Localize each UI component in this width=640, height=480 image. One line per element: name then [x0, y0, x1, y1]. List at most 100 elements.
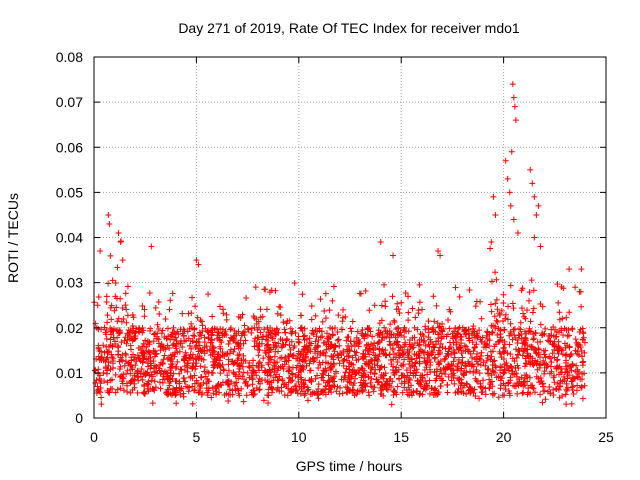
data-point [537, 321, 544, 328]
data-point [526, 353, 533, 360]
data-point [506, 392, 513, 399]
data-point [306, 367, 313, 374]
data-point [209, 384, 216, 391]
data-point [463, 380, 470, 387]
data-point [280, 341, 287, 348]
data-point [492, 362, 499, 369]
data-point [390, 356, 397, 363]
data-point [142, 337, 149, 344]
data-point [562, 359, 569, 366]
data-point [381, 324, 388, 331]
data-point [414, 377, 421, 384]
data-point [154, 321, 161, 328]
data-point [533, 211, 540, 218]
data-point [339, 390, 346, 397]
data-point [403, 367, 410, 374]
data-point [124, 367, 131, 374]
data-point [146, 349, 153, 356]
data-point [267, 369, 274, 376]
data-point [386, 376, 393, 383]
data-point [461, 372, 468, 379]
data-point [280, 319, 287, 326]
data-point [155, 336, 162, 343]
y-tick-label: 0.02 [56, 320, 83, 336]
data-point [283, 383, 290, 390]
data-point [502, 311, 509, 318]
data-point [541, 351, 548, 358]
data-point [103, 293, 110, 300]
data-point [492, 269, 499, 276]
data-point [359, 381, 366, 388]
data-point [550, 386, 557, 393]
data-point [466, 368, 473, 375]
data-point [347, 325, 354, 332]
data-point [371, 302, 378, 309]
data-point [398, 362, 405, 369]
data-point [144, 340, 151, 347]
data-point [349, 371, 356, 378]
data-point [426, 377, 433, 384]
data-point [347, 387, 354, 394]
data-point [527, 166, 534, 173]
data-point [504, 175, 511, 182]
data-point [364, 332, 371, 339]
data-point [479, 334, 486, 341]
data-point [508, 363, 515, 370]
data-point [463, 390, 470, 397]
data-point [405, 293, 412, 300]
data-point [391, 319, 398, 326]
data-point [511, 383, 518, 390]
data-point [193, 342, 200, 349]
data-point [507, 282, 514, 289]
data-point [348, 379, 355, 386]
data-point [127, 370, 134, 377]
data-point [135, 345, 142, 352]
data-point [377, 364, 384, 371]
data-point [279, 375, 286, 382]
data-point [296, 339, 303, 346]
data-point [484, 328, 491, 335]
data-point [207, 352, 214, 359]
data-point [537, 301, 544, 308]
data-point [533, 360, 540, 367]
data-point [530, 287, 537, 294]
data-point [490, 358, 497, 365]
data-point [533, 347, 540, 354]
data-point [476, 327, 483, 334]
data-point [568, 400, 575, 407]
data-point [440, 326, 447, 333]
data-point [505, 380, 512, 387]
data-point [487, 301, 494, 308]
data-point [217, 363, 224, 370]
data-point [151, 350, 158, 357]
data-point [172, 330, 179, 337]
data-point [523, 360, 530, 367]
data-point [400, 326, 407, 333]
data-point [179, 344, 186, 351]
data-point [112, 389, 119, 396]
data-point [502, 386, 509, 393]
data-point [231, 370, 238, 377]
data-point [510, 326, 517, 333]
data-point [529, 309, 536, 316]
data-point [360, 350, 367, 357]
data-point [193, 257, 200, 264]
data-point [562, 391, 569, 398]
data-point [542, 347, 549, 354]
data-point [104, 348, 111, 355]
data-point [186, 384, 193, 391]
data-point [372, 354, 379, 361]
data-point [558, 369, 565, 376]
data-point [202, 373, 209, 380]
data-point [178, 366, 185, 373]
data-point [405, 328, 412, 335]
data-point [289, 364, 296, 371]
data-point [327, 324, 334, 331]
data-point [322, 290, 329, 297]
data-point [532, 330, 539, 337]
data-point [440, 365, 447, 372]
data-point [342, 369, 349, 376]
data-point [467, 389, 474, 396]
data-point [416, 358, 423, 365]
data-point [246, 374, 253, 381]
